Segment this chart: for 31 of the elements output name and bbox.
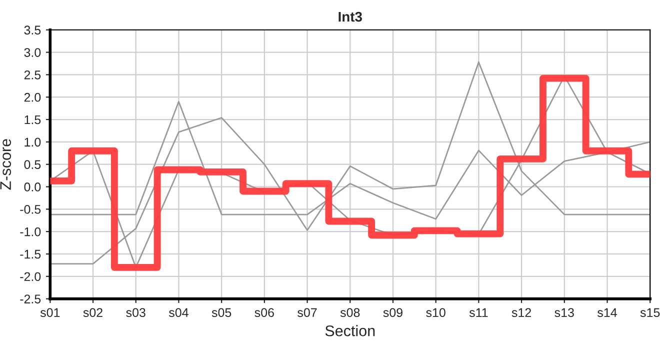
x-tick-label: s04 bbox=[168, 308, 188, 318]
x-tick-label: s02 bbox=[83, 308, 102, 318]
x-tick-label: s11 bbox=[469, 308, 488, 318]
y-axis-title: Z-score bbox=[0, 139, 12, 190]
x-tick-label: s13 bbox=[554, 308, 574, 318]
x-tick-label: s05 bbox=[212, 308, 232, 318]
x-tick-label: s06 bbox=[254, 308, 274, 318]
x-tick-label: s08 bbox=[340, 308, 360, 318]
chart-title: Int3 bbox=[338, 12, 362, 22]
y-tick-label: -2.5 bbox=[20, 294, 41, 304]
y-tick-label: 0.0 bbox=[24, 182, 41, 192]
x-axis-title: Section bbox=[325, 325, 375, 336]
y-tick-label: 1.5 bbox=[24, 115, 41, 124]
x-tick-label: s09 bbox=[383, 308, 402, 318]
x-tick-label: s07 bbox=[298, 308, 317, 318]
y-tick-label: 0.5 bbox=[24, 160, 41, 169]
x-tick-label: s10 bbox=[426, 308, 446, 318]
x-tick-label: s15 bbox=[640, 308, 660, 318]
y-tick-label: -1.0 bbox=[20, 227, 41, 236]
y-tick-label: -2.0 bbox=[20, 272, 41, 282]
y-tick-label: 3.5 bbox=[24, 26, 41, 35]
y-tick-label: 2.0 bbox=[24, 92, 41, 102]
y-tick-label: 2.5 bbox=[24, 70, 41, 80]
y-tick-label: 1.0 bbox=[24, 138, 41, 147]
y-tick-label: -0.5 bbox=[20, 204, 41, 214]
x-tick-label: s01 bbox=[40, 308, 60, 318]
y-tick-label: 3.0 bbox=[24, 48, 41, 57]
x-tick-label: s12 bbox=[512, 308, 531, 318]
x-tick-label: s03 bbox=[126, 308, 146, 318]
x-tick-label: s14 bbox=[598, 308, 617, 318]
y-tick-label: -1.5 bbox=[20, 250, 41, 259]
